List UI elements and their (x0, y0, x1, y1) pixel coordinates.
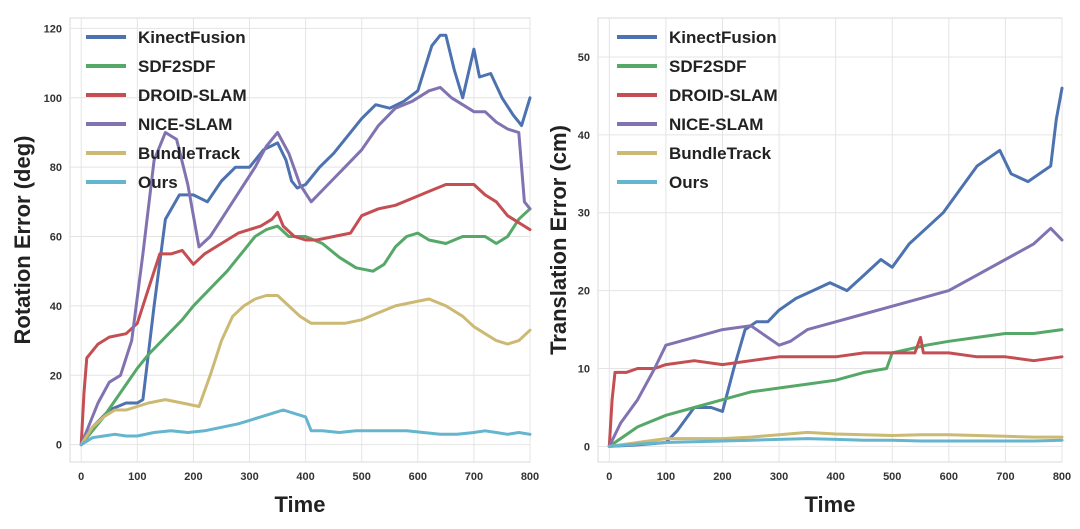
y-tick-label: 20 (578, 286, 590, 298)
legend-entry: NICE-SLAM (669, 115, 763, 134)
legend: KinectFusion SDF2SDF DROID-SLAM NICE-SLAM Bu… (617, 28, 778, 192)
series-line-kinectfusion (79, 33, 532, 447)
y-axis-label: Rotation Error (deg) (10, 136, 35, 345)
legend-entry: BundleTrack (138, 144, 241, 163)
y-axis-label: Translation Error (cm) (546, 125, 571, 355)
x-tick-label: 0 (78, 471, 84, 483)
y-tick-label: 0 (56, 440, 62, 452)
series-line-kinectfusion (607, 86, 1064, 448)
series-line-ours (607, 437, 1064, 448)
series-line-bundletrack (79, 294, 532, 447)
legend-entry: Ours (669, 173, 709, 192)
x-tick-label: 200 (713, 471, 731, 483)
legend: KinectFusion SDF2SDF DROID-SLAM NICE-SLAM Bu… (86, 28, 247, 192)
legend-entry: BundleTrack (669, 144, 772, 163)
series-line-ours (79, 408, 532, 447)
y-tick-label: 40 (578, 130, 590, 142)
x-tick-label: 600 (409, 471, 427, 483)
x-tick-label: 800 (1053, 471, 1071, 483)
x-tick-label: 100 (128, 471, 146, 483)
y-tick-label: 60 (50, 232, 62, 244)
x-tick-label: 400 (296, 471, 314, 483)
x-tick-label: 500 (883, 471, 901, 483)
x-tick-label: 0 (606, 471, 612, 483)
x-axis-label: Time (275, 492, 326, 517)
series-line-bundletrack (607, 430, 1064, 448)
y-tick-label: 50 (578, 52, 590, 64)
series-line-nice-slam (79, 85, 532, 447)
x-tick-label: 700 (465, 471, 483, 483)
x-tick-label: 300 (770, 471, 788, 483)
x-tick-label: 100 (657, 471, 675, 483)
x-tick-label: 400 (826, 471, 844, 483)
legend-entry: SDF2SDF (669, 57, 746, 76)
series-line-nice-slam (607, 226, 1064, 448)
y-tick-label: 10 (578, 364, 590, 376)
legend-entry: Ours (138, 173, 178, 192)
x-tick-label: 500 (353, 471, 371, 483)
series-line-sdf2sdf (607, 328, 1064, 448)
x-axis-label: Time (805, 492, 856, 517)
legend-entry: KinectFusion (669, 28, 777, 47)
y-tick-label: 80 (50, 162, 62, 174)
x-tick-label: 200 (184, 471, 202, 483)
legend-entry: NICE-SLAM (138, 115, 232, 134)
plot-area (597, 17, 1063, 463)
legend-entry: DROID-SLAM (669, 86, 778, 105)
x-tick-label: 600 (940, 471, 958, 483)
y-tick-label: 40 (50, 301, 62, 313)
y-tick-label: 120 (44, 23, 62, 35)
series-line-droid-slam (79, 183, 532, 447)
y-tick-label: 30 (578, 208, 590, 220)
legend-entry: KinectFusion (138, 28, 246, 47)
legend-entry: DROID-SLAM (138, 86, 247, 105)
x-tick-label: 700 (996, 471, 1014, 483)
x-tick-label: 800 (521, 471, 539, 483)
plot-area (69, 17, 531, 463)
series-line-droid-slam (607, 335, 1064, 448)
y-tick-label: 20 (50, 370, 62, 382)
y-tick-label: 0 (584, 441, 590, 453)
x-tick-label: 300 (240, 471, 258, 483)
chart-panel-1: 0 100 200 300 400 500 600 700 800 0 20 40 60 80 100 120… (10, 17, 539, 517)
legend-entry: SDF2SDF (138, 57, 215, 76)
y-tick-label: 100 (44, 93, 62, 105)
chart-panel-2: 0 100 200 300 400 500 600 700 800 0 10 20 30 40 50 Time… (546, 17, 1071, 517)
